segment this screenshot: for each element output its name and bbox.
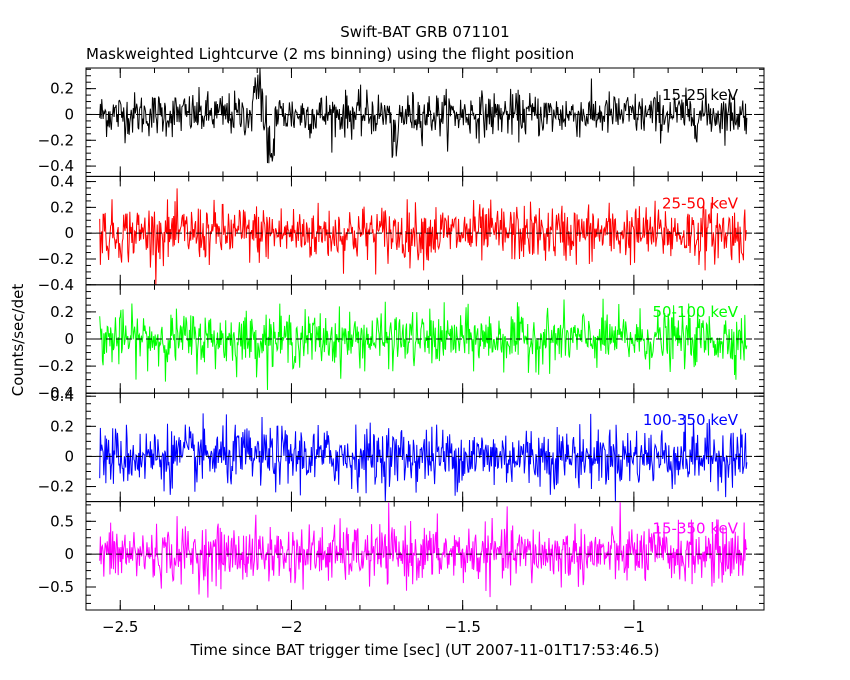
panels: −0.4 −0.2 0 0.2 15-25 keV −0.4 −0.2 0 0.2 0.4 25-5… — [38, 67, 765, 611]
y-tick-label-1-2: 0 — [64, 224, 74, 242]
y-tick-label-0-1: −0.2 — [38, 131, 74, 149]
panel-4: −0.5 0 0.5 15-350 keV — [38, 501, 765, 611]
y-tick-label-0-0: −0.4 — [38, 157, 74, 175]
y-tick-label-2-1: −0.2 — [38, 357, 74, 375]
panel-frame-4 — [85, 501, 765, 611]
panel-label-0: 15-25 keV — [662, 86, 739, 104]
y-tick-label-2-2: 0 — [64, 330, 74, 348]
x-tick-label-1: −2 — [280, 618, 302, 636]
y-tick-label-1-4: 0.4 — [50, 173, 74, 191]
x-axis-label: Time since BAT trigger time [sec] (UT 20… — [190, 641, 660, 659]
series-line-2 — [99, 298, 748, 390]
y-tick-label-3-0: −0.2 — [38, 478, 74, 496]
y-tick-label-0-3: 0.2 — [50, 80, 74, 98]
y-axis-label: Counts/sec/det — [9, 284, 27, 397]
y-tick-label-4-2: 0.5 — [50, 512, 74, 530]
y-tick-label-3-1: 0 — [64, 447, 74, 465]
panel-0: −0.4 −0.2 0 0.2 15-25 keV — [38, 67, 765, 177]
panel-label-3: 100-350 keV — [643, 411, 739, 429]
x-axis-ticks: −2.5 −2 −1.5 −1 — [102, 618, 645, 636]
chart-subtitle: Maskweighted Lightcurve (2 ms binning) u… — [86, 45, 574, 63]
y-tick-label-4-0: −0.5 — [38, 578, 74, 596]
x-tick-label-2: −1.5 — [444, 618, 480, 636]
panel-label-4: 15-350 keV — [652, 520, 738, 538]
y-tick-label-1-0: −0.4 — [38, 276, 74, 294]
panel-2: −0.4 −0.2 0 0.2 50-100 keV — [38, 284, 765, 402]
y-tick-label-4-1: 0 — [64, 545, 74, 563]
x-tick-label-0: −2.5 — [102, 618, 138, 636]
chart-title: Swift-BAT GRB 071101 — [340, 23, 509, 41]
series-line-4 — [99, 502, 748, 598]
series-line-0 — [99, 67, 748, 164]
series-line-3 — [99, 413, 748, 502]
series-line-1 — [99, 188, 747, 285]
panel-label-1: 25-50 keV — [662, 194, 739, 212]
panel-3: −0.2 0 0.2 0.4 100-350 keV — [38, 387, 765, 503]
x-tick-label-3: −1 — [623, 618, 645, 636]
y-tick-label-0-2: 0 — [64, 105, 74, 123]
panel-label-2: 50-100 keV — [652, 303, 738, 321]
y-tick-label-1-1: −0.2 — [38, 250, 74, 268]
y-tick-label-3-2: 0.2 — [50, 417, 74, 435]
y-tick-label-1-3: 0.2 — [50, 198, 74, 216]
panel-1: −0.4 −0.2 0 0.2 0.4 25-50 keV — [38, 173, 765, 294]
y-tick-label-2-3: 0.2 — [50, 303, 74, 321]
y-tick-label-3-3: 0.4 — [50, 387, 74, 405]
y-tick-label-2-0: −0.4 — [38, 384, 74, 402]
